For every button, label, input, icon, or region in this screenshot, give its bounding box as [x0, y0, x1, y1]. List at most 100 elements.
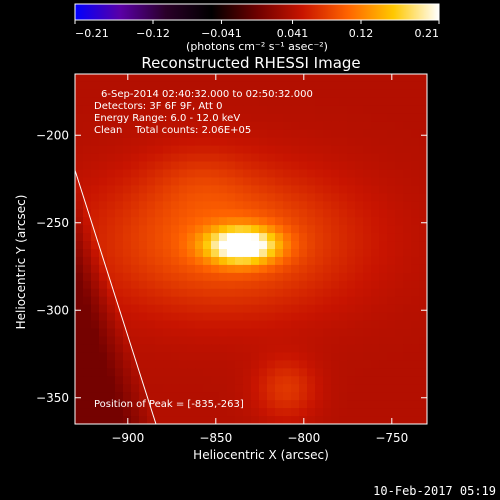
heatmap-cell: [371, 193, 380, 202]
heatmap-cell: [187, 392, 196, 401]
heatmap-cell: [75, 113, 84, 123]
heatmap-cell: [99, 225, 108, 234]
heatmap-cell: [131, 376, 140, 385]
heatmap-cell: [403, 392, 412, 401]
heatmap-cell: [339, 249, 348, 258]
heatmap-cell: [283, 209, 292, 218]
heatmap-cell: [387, 320, 396, 330]
heatmap-cell: [251, 256, 260, 266]
heatmap-cell: [387, 161, 396, 171]
heatmap-cell: [251, 392, 260, 401]
heatmap-cell: [227, 161, 236, 171]
heatmap-cell: [347, 376, 356, 385]
heatmap-cell: [307, 408, 316, 417]
heatmap-cell: [291, 74, 300, 83]
heatmap-cell: [107, 233, 116, 242]
heatmap-cell: [411, 121, 420, 131]
heatmap-cell: [387, 201, 396, 210]
colorbar-ticks: −0.21 −0.12 −0.041 0.041 0.12 0.21: [74, 20, 440, 40]
heatmap-cell: [187, 145, 196, 155]
heatmap-cell: [251, 129, 260, 139]
heatmap-cell: [379, 320, 388, 330]
heatmap-cell: [323, 400, 332, 409]
heatmap-cell: [219, 193, 228, 202]
heatmap-cell: [243, 256, 252, 266]
heatmap-cell: [331, 145, 340, 155]
heatmap-cell: [83, 185, 92, 194]
heatmap-cell: [235, 217, 244, 226]
heatmap-cell: [315, 344, 324, 354]
heatmap-cell: [147, 400, 156, 409]
heatmap-cell: [243, 113, 252, 123]
heatmap-cell: [339, 113, 348, 123]
heatmap-cell: [163, 89, 172, 99]
heatmap-cell: [363, 272, 372, 282]
heatmap-cell: [99, 177, 108, 186]
heatmap-cell: [83, 225, 92, 234]
heatmap-cell: [123, 233, 132, 242]
heatmap-cell: [83, 392, 92, 401]
heatmap-cell: [139, 121, 148, 131]
heatmap-cell: [243, 352, 252, 361]
heatmap-cell: [251, 105, 260, 115]
heatmap-cell: [379, 105, 388, 115]
heatmap-cell: [179, 81, 188, 91]
heatmap-cell: [107, 304, 116, 314]
heatmap-cell: [363, 233, 372, 242]
heatmap-cell: [339, 241, 348, 250]
heatmap-cell: [371, 217, 380, 226]
heatmap-cell: [419, 256, 427, 266]
heatmap-cell: [411, 241, 420, 250]
heatmap-cell: [403, 352, 412, 361]
heatmap-cell: [227, 81, 236, 91]
heatmap-cell: [115, 129, 124, 139]
heatmap-cell: [83, 169, 92, 179]
heatmap-cell: [283, 201, 292, 210]
heatmap-cell: [259, 304, 268, 314]
heatmap-cell: [395, 296, 404, 306]
heatmap-cell: [155, 408, 164, 417]
heatmap-cell: [363, 249, 372, 258]
heatmap-cell: [371, 384, 380, 393]
heatmap-cell: [307, 352, 316, 361]
heatmap-cell: [411, 137, 420, 147]
heatmap-cell: [91, 256, 100, 266]
heatmap-cell: [267, 360, 276, 369]
heatmap-cell: [291, 384, 300, 393]
heatmap-cell: [155, 129, 164, 139]
heatmap-cell: [411, 233, 420, 242]
heatmap-cell: [187, 272, 196, 282]
heatmap-cell: [147, 81, 156, 91]
heatmap-cell: [163, 74, 172, 83]
heatmap-cell: [387, 193, 396, 202]
heatmap-cell: [211, 193, 220, 202]
heatmap-cell: [379, 249, 388, 258]
heatmap-cell: [355, 161, 364, 171]
heatmap-cell: [411, 153, 420, 163]
heatmap-cell: [115, 384, 124, 393]
heatmap-cell: [75, 233, 84, 242]
heatmap-cell: [251, 177, 260, 186]
heatmap-cell: [379, 256, 388, 266]
heatmap-cell: [339, 296, 348, 306]
heatmap-cell: [259, 74, 268, 83]
heatmap-cell: [75, 177, 84, 186]
heatmap-cell: [75, 217, 84, 226]
heatmap-cell: [171, 312, 180, 322]
heatmap-cell: [163, 256, 172, 266]
heatmap-cell: [307, 121, 316, 131]
heatmap-cell: [411, 296, 420, 306]
heatmap-cell: [323, 185, 332, 194]
heatmap-cell: [243, 376, 252, 385]
heatmap-cell: [187, 360, 196, 369]
heatmap-cell: [211, 408, 220, 417]
heatmap-cell: [403, 225, 412, 234]
heatmap-cell: [139, 392, 148, 401]
heatmap-cell: [355, 121, 364, 131]
heatmap-cell: [411, 304, 420, 314]
heatmap-cell: [179, 241, 188, 250]
heatmap-cell: [403, 81, 412, 91]
heatmap-cell: [411, 177, 420, 186]
heatmap-cell: [371, 368, 380, 377]
